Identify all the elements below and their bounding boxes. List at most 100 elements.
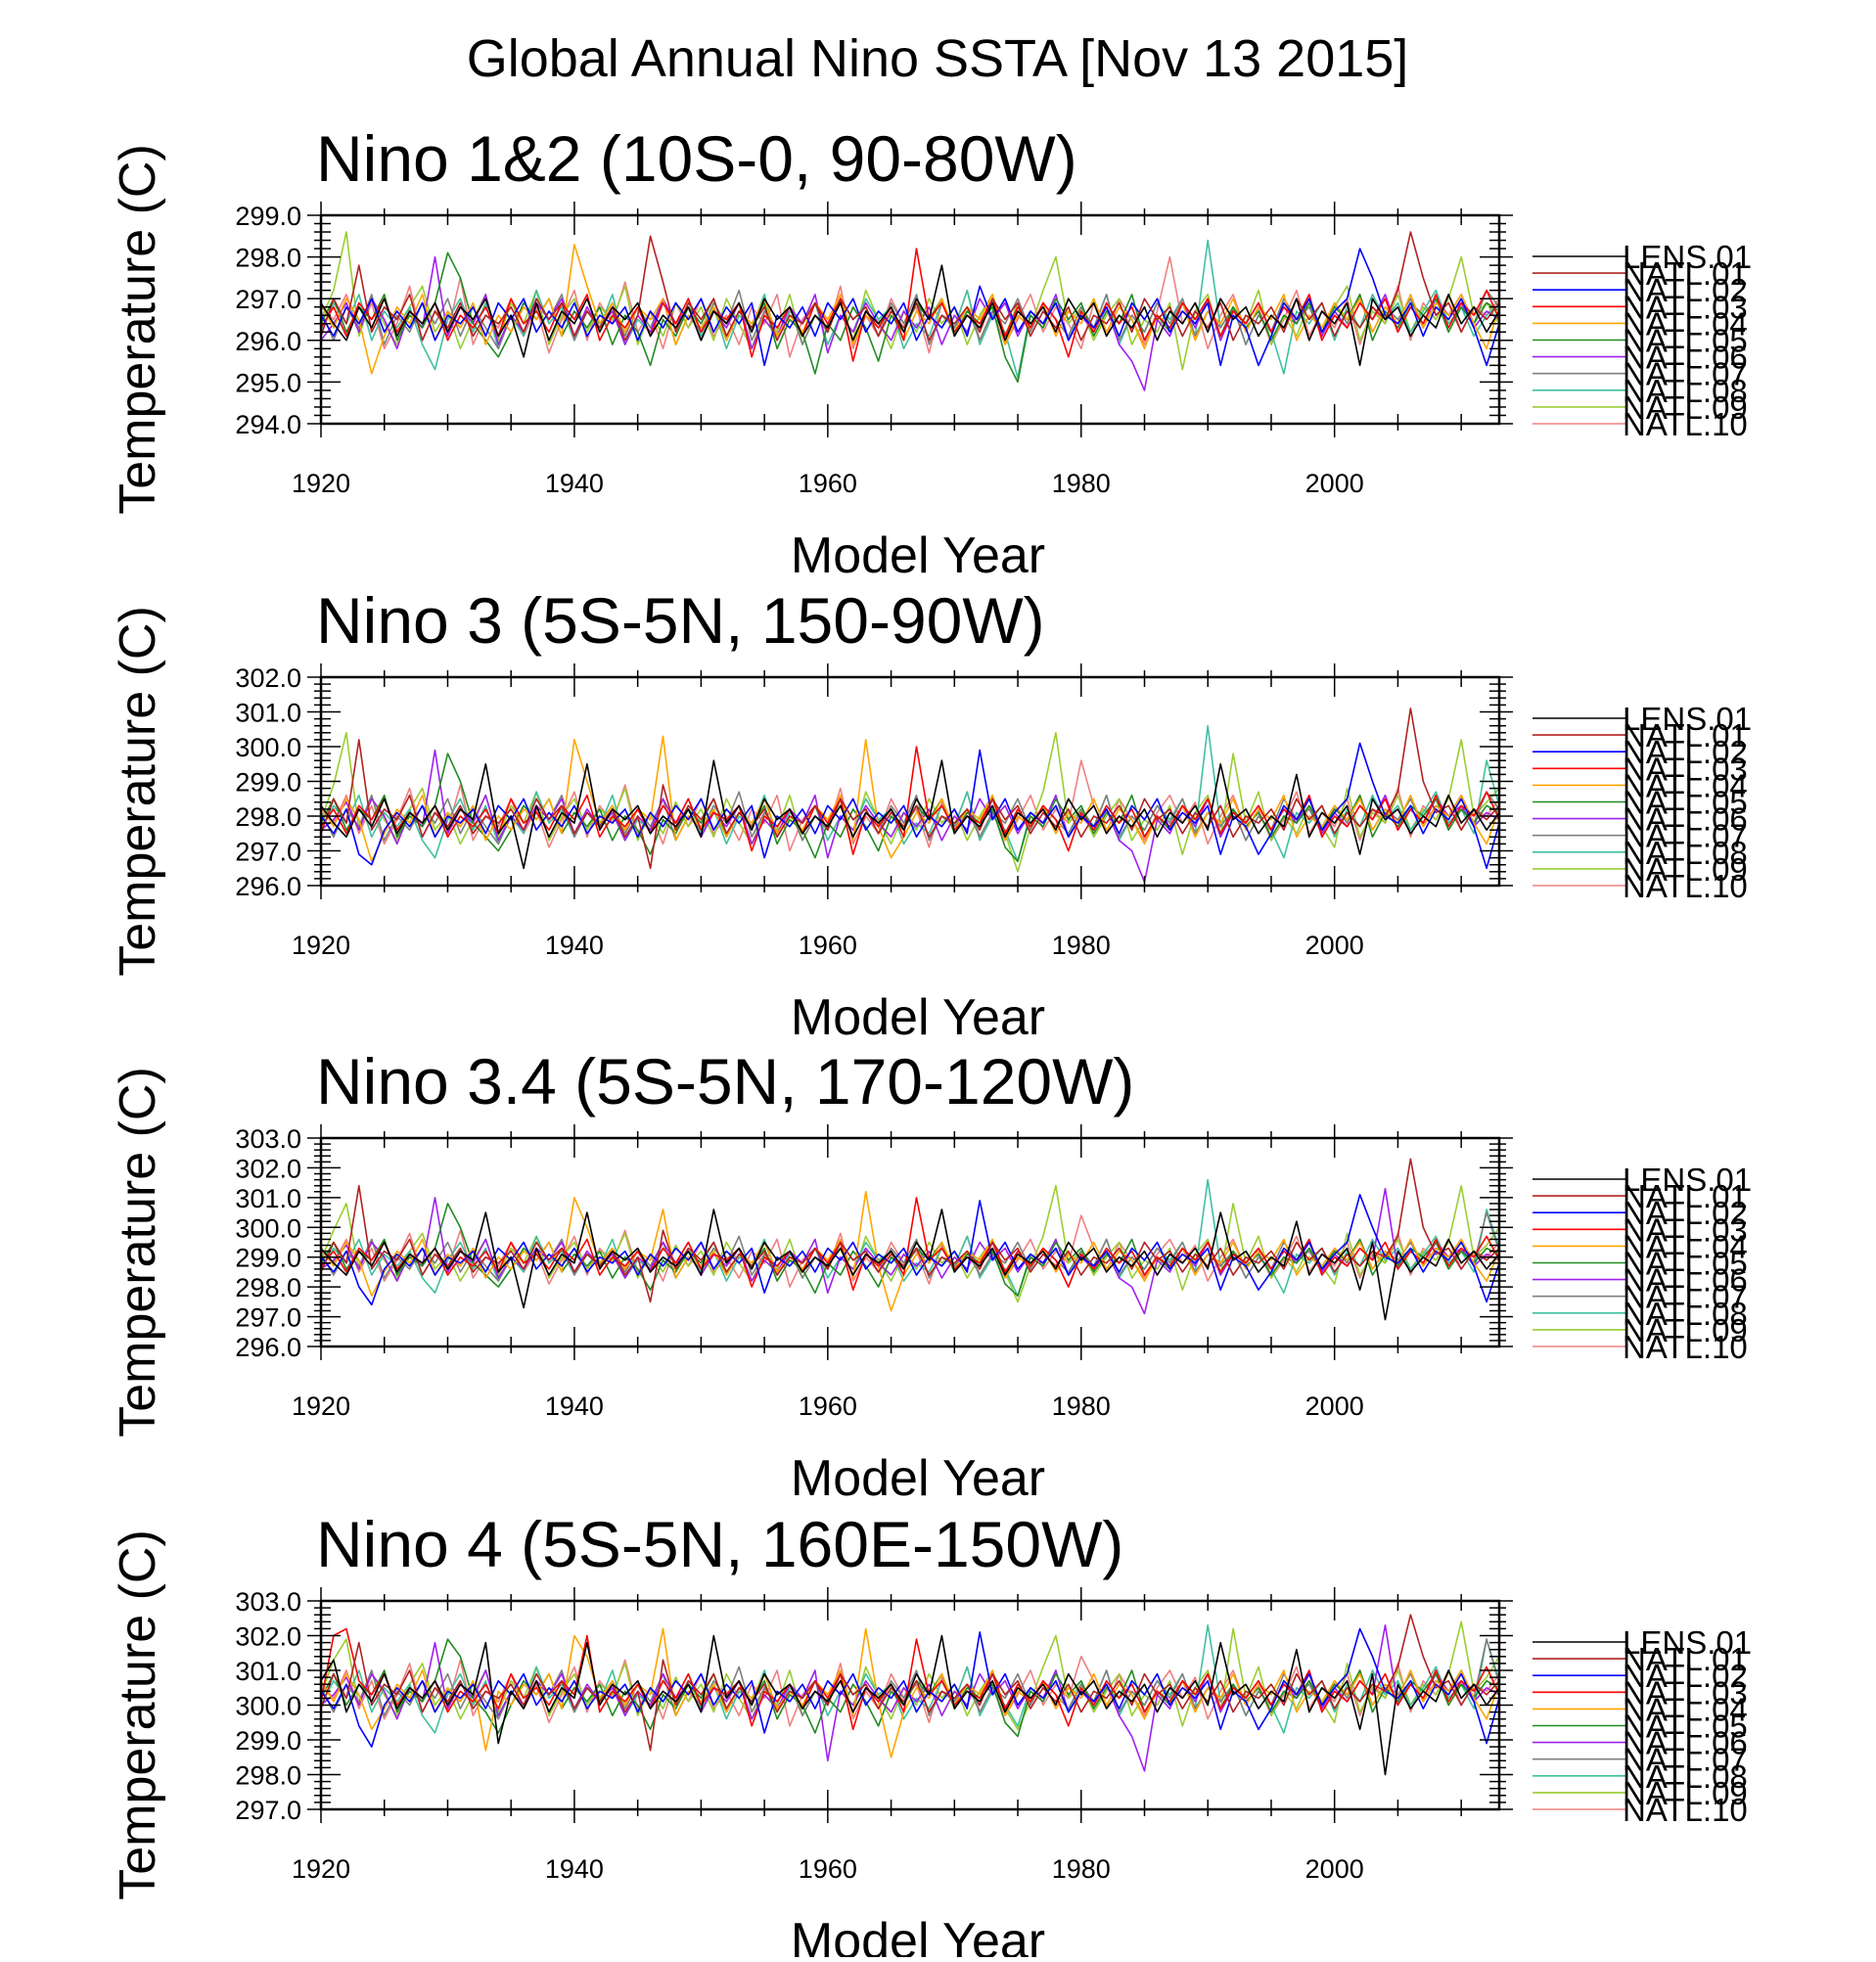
panel-1-legend-label-lens-01: LENS.01 bbox=[1623, 239, 1752, 275]
panel-2-xtick-label: 1920 bbox=[292, 931, 350, 960]
panel-3-legend-label-lens-01: LENS.01 bbox=[1623, 1162, 1752, 1198]
panel-3-xlabel: Model Year bbox=[791, 1450, 1045, 1507]
panel-1-ytick-label: 297.0 bbox=[235, 285, 301, 314]
panel-4-xtick-label: 1980 bbox=[1052, 1854, 1111, 1884]
panel-4-ytick-label: 301.0 bbox=[235, 1657, 301, 1686]
panel-1-frame bbox=[319, 213, 1501, 426]
panel-1-series-natl-03 bbox=[320, 248, 1500, 362]
panel-1-legend-label-natl-06: NATL.06 bbox=[1623, 340, 1748, 376]
panel-4-series-natl-05 bbox=[320, 1638, 1500, 1738]
panel-1-legend-label-natl-01: NATL.01 bbox=[1623, 255, 1748, 292]
panel-1-ylabel: Temperature (C) bbox=[110, 144, 166, 515]
panel-1-legend-label-natl-03: NATL.03 bbox=[1623, 289, 1748, 325]
panel-3-legend-label-natl-09: NATL.09 bbox=[1623, 1312, 1748, 1348]
panel-3-ytick-label: 303.0 bbox=[235, 1124, 301, 1154]
panel-2-legend-label-natl-01: NATL.01 bbox=[1623, 717, 1748, 753]
panel-3-legend-label-natl-04: NATL.04 bbox=[1623, 1228, 1748, 1264]
panel-2-xlabel: Model Year bbox=[791, 989, 1045, 1046]
panel-4-series-lens-01 bbox=[320, 1634, 1500, 1776]
panel-2-legend-label-natl-05: NATL.05 bbox=[1623, 785, 1748, 821]
panel-3-legend-label-natl-02: NATL.02 bbox=[1623, 1195, 1748, 1231]
panel-1-legend-label-natl-09: NATL.09 bbox=[1623, 389, 1748, 426]
panel-3-xtick-label: 1960 bbox=[799, 1392, 857, 1421]
panel-4-xtick-label: 1940 bbox=[545, 1854, 604, 1884]
panel-3-xtick-label: 1920 bbox=[292, 1392, 350, 1421]
panel-1-xtick-label: 2000 bbox=[1305, 469, 1364, 498]
panel-4-legend-label-natl-03: NATL.03 bbox=[1623, 1674, 1748, 1711]
panel-2-frame bbox=[319, 675, 1501, 888]
panel-4-ytick-label: 302.0 bbox=[235, 1622, 301, 1652]
panel-1-xtick-label: 1920 bbox=[292, 469, 350, 498]
panel-2-xtick-label: 1980 bbox=[1052, 931, 1111, 960]
panel-3-frame bbox=[319, 1136, 1501, 1348]
panel-2-xtick-label: 1940 bbox=[545, 931, 604, 960]
panel-4-ytick-label: 299.0 bbox=[235, 1726, 301, 1756]
panel-2-ytick-label: 302.0 bbox=[235, 663, 301, 693]
panel-1-series-lens-01 bbox=[320, 264, 1500, 367]
panel-2-legend-label-natl-09: NATL.09 bbox=[1623, 851, 1748, 888]
panel-3-ytick-label: 300.0 bbox=[235, 1213, 301, 1243]
panel-1-legend-label-natl-07: NATL.07 bbox=[1623, 356, 1748, 392]
panel-1-xtick-label: 1960 bbox=[799, 469, 857, 498]
panel-3-legend-label-natl-10: NATL.10 bbox=[1623, 1329, 1748, 1365]
panel-1-xtick-label: 1980 bbox=[1052, 469, 1111, 498]
panel-3-legend-label-natl-03: NATL.03 bbox=[1623, 1211, 1748, 1248]
panel-3-ylabel: Temperature (C) bbox=[110, 1067, 166, 1437]
panel-2-legend-label-natl-03: NATL.03 bbox=[1623, 751, 1748, 787]
panel-2-legend-label-natl-02: NATL.02 bbox=[1623, 734, 1748, 770]
panel-2-legend-label-lens-01: LENS.01 bbox=[1623, 701, 1752, 737]
panel-2-ytick-label: 299.0 bbox=[235, 768, 301, 798]
panel-2-title: Nino 3 (5S-5N, 150-90W) bbox=[316, 584, 1045, 657]
panel-1-ytick-label: 296.0 bbox=[235, 327, 301, 356]
panel-4-legend-label-natl-10: NATL.10 bbox=[1623, 1792, 1748, 1828]
panel-3-legend-label-natl-01: NATL.01 bbox=[1623, 1178, 1748, 1214]
panel-3-series-natl-08 bbox=[320, 1178, 1500, 1298]
panel-4-legend-label-natl-09: NATL.09 bbox=[1623, 1775, 1748, 1811]
panel-2-series-lens-01 bbox=[320, 759, 1500, 870]
panel-3-xtick-label: 1980 bbox=[1052, 1392, 1111, 1421]
panel-3-legend-label-natl-05: NATL.05 bbox=[1623, 1246, 1748, 1282]
panel-2-legend-label-natl-04: NATL.04 bbox=[1623, 767, 1748, 803]
panel-3-legend-label-natl-06: NATL.06 bbox=[1623, 1262, 1748, 1299]
panel-1-title: Nino 1&2 (10S-0, 90-80W) bbox=[316, 122, 1077, 195]
panel-2-series-natl-05 bbox=[320, 753, 1500, 862]
panel-2-ytick-label: 300.0 bbox=[235, 733, 301, 762]
panel-4-legend-label-natl-04: NATL.04 bbox=[1623, 1691, 1748, 1727]
panel-3-ytick-label: 301.0 bbox=[235, 1184, 301, 1213]
panel-2-legend-label-natl-10: NATL.10 bbox=[1623, 868, 1748, 904]
panel-2-legend-label-natl-08: NATL.08 bbox=[1623, 835, 1748, 871]
panel-4-legend-label-natl-06: NATL.06 bbox=[1623, 1725, 1748, 1761]
panel-1-xtick-label: 1940 bbox=[545, 469, 604, 498]
panel-4-xlabel: Model Year bbox=[791, 1913, 1045, 1957]
panel-2-ytick-label: 297.0 bbox=[235, 838, 301, 867]
panel-2-ytick-label: 296.0 bbox=[235, 872, 301, 901]
panel-3-xtick-label: 2000 bbox=[1305, 1392, 1364, 1421]
panel-4-xtick-label: 1960 bbox=[799, 1854, 857, 1884]
panel-3-ytick-label: 296.0 bbox=[235, 1333, 301, 1362]
panel-1-legend-label-natl-10: NATL.10 bbox=[1623, 406, 1748, 442]
panel-3-series-lens-01 bbox=[320, 1209, 1500, 1321]
panel-3-xtick-label: 1940 bbox=[545, 1392, 604, 1421]
panel-3-series-natl-09 bbox=[320, 1184, 1500, 1303]
panel-4-legend-label-lens-01: LENS.01 bbox=[1623, 1624, 1752, 1661]
panel-3-series-natl-05 bbox=[320, 1203, 1500, 1298]
panel-1-xlabel: Model Year bbox=[791, 527, 1045, 584]
panel-4-ylabel: Temperature (C) bbox=[110, 1529, 166, 1900]
panel-2-ylabel: Temperature (C) bbox=[110, 606, 166, 977]
panel-1-legend-label-natl-05: NATL.05 bbox=[1623, 323, 1748, 359]
panel-4-legend-label-natl-07: NATL.07 bbox=[1623, 1742, 1748, 1778]
panel-4-ytick-label: 303.0 bbox=[235, 1587, 301, 1617]
panel-4-legend-label-natl-02: NATL.02 bbox=[1623, 1658, 1748, 1694]
panel-4-legend-label-natl-08: NATL.08 bbox=[1623, 1758, 1748, 1795]
panel-4-legend-label-natl-05: NATL.05 bbox=[1623, 1709, 1748, 1745]
panel-4-xtick-label: 2000 bbox=[1305, 1854, 1364, 1884]
panel-2-series-natl-08 bbox=[320, 724, 1500, 862]
panel-1-legend-label-natl-02: NATL.02 bbox=[1623, 272, 1748, 308]
panel-1-ytick-label: 295.0 bbox=[235, 368, 301, 397]
panel-3-ytick-label: 298.0 bbox=[235, 1273, 301, 1302]
panel-3-ytick-label: 302.0 bbox=[235, 1154, 301, 1183]
figure-title: Global Annual Nino SSTA [Nov 13 2015] bbox=[467, 29, 1409, 88]
panel-4-ytick-label: 298.0 bbox=[235, 1761, 301, 1791]
